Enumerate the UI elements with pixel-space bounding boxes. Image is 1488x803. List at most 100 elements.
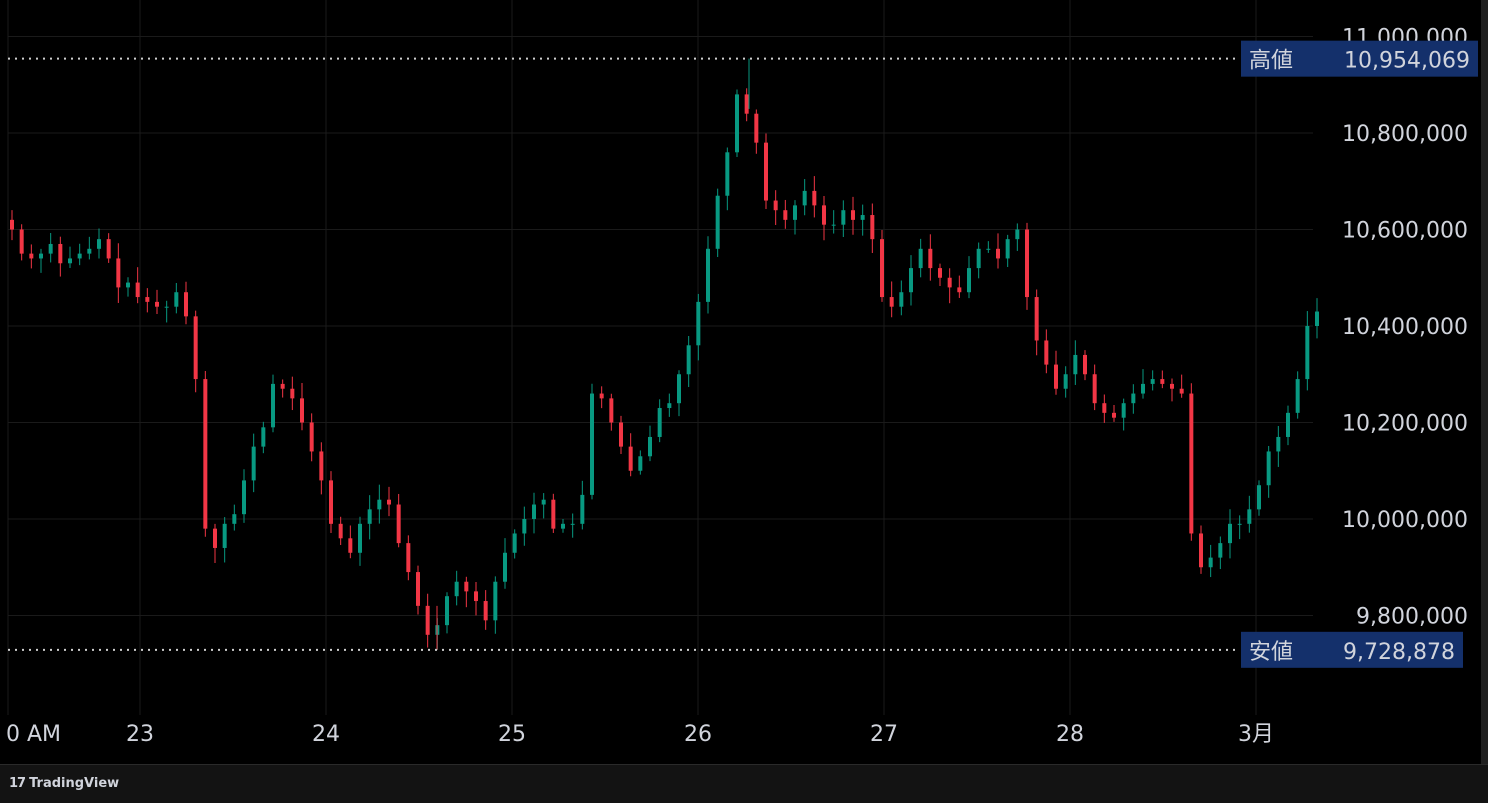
candle-body: [97, 239, 101, 249]
candle-body: [599, 393, 604, 399]
candle-body: [880, 239, 884, 298]
candle-body: [1044, 340, 1049, 365]
candle-body: [570, 523, 575, 525]
candle-body: [638, 456, 643, 471]
y-tick-label: 10,800,000: [1342, 122, 1468, 147]
candle-body: [29, 253, 34, 259]
candle-body: [377, 499, 382, 510]
candle-body: [58, 243, 63, 264]
high-low-lines: [8, 57, 1238, 651]
candle-body: [106, 239, 111, 259]
candle-body: [193, 316, 198, 380]
candle-body: [135, 282, 140, 298]
candle-body: [126, 282, 130, 288]
candle-body: [174, 292, 179, 307]
candle-body: [454, 581, 459, 597]
candle-body: [715, 195, 720, 249]
candle-body: [280, 383, 285, 389]
candle-body: [1121, 403, 1126, 418]
candle-body: [1276, 436, 1281, 452]
candle-body: [164, 306, 169, 308]
candle-body: [300, 398, 304, 423]
candle-body: [396, 504, 401, 544]
candle-body: [1092, 374, 1097, 404]
candle-body: [464, 581, 469, 592]
candle-body: [918, 248, 923, 269]
candle-body: [812, 190, 817, 206]
candle-body: [667, 403, 672, 409]
candle-body: [735, 94, 739, 153]
price-chart[interactable]: 11,000,00010,800,00010,600,00010,400,000…: [0, 0, 1488, 764]
candle-body: [822, 205, 826, 225]
candle-body: [48, 243, 53, 254]
candle-body: [561, 523, 565, 529]
candle-body: [1170, 383, 1174, 389]
candle-body: [802, 190, 807, 206]
candle-body: [87, 248, 92, 254]
candle-body: [754, 113, 759, 143]
candle-body: [1295, 379, 1300, 413]
candle-body: [725, 152, 730, 196]
candle-body: [1179, 388, 1184, 394]
candle-body: [996, 248, 1000, 259]
price-axis: 11,000,00010,800,00010,600,00010,400,000…: [1342, 26, 1468, 630]
candle-body: [1073, 354, 1078, 375]
candle-body: [348, 538, 353, 553]
candle-body: [358, 523, 362, 553]
time-axis: 0 AM 23 24 25 26 27 28 3月: [6, 722, 1274, 747]
candle-body: [783, 210, 788, 220]
x-tick-label: 0 AM: [6, 722, 61, 747]
candle-body: [773, 200, 778, 211]
low-price-label-value: 9,728,878: [1343, 640, 1455, 665]
candle-body: [493, 581, 498, 621]
candle-body: [706, 248, 710, 302]
footer: 17 TradingView: [0, 764, 1488, 803]
candle-body: [928, 248, 933, 269]
candle-body: [744, 94, 749, 114]
candle-body: [77, 253, 82, 259]
candle-body: [261, 427, 266, 447]
candle-body: [1141, 383, 1145, 394]
candle-body: [1286, 412, 1290, 437]
candle-body: [899, 292, 904, 307]
candles: [10, 58, 1319, 650]
y-tick-label: 10,400,000: [1342, 315, 1468, 340]
x-tick-label: 27: [870, 722, 898, 747]
candle-body: [851, 210, 855, 220]
candle-body: [1160, 379, 1165, 384]
candle-body: [271, 383, 275, 428]
candle-body: [957, 287, 962, 293]
tradingview-logo[interactable]: 17 TradingView: [9, 776, 119, 791]
candle-body: [319, 451, 324, 481]
grid-lines: [7, 0, 1313, 715]
candle-body: [242, 480, 246, 515]
candle-body: [184, 292, 188, 317]
candle-body: [1083, 354, 1087, 375]
candle-body: [1150, 379, 1155, 384]
x-tick-label: 26: [684, 722, 712, 747]
x-tick-label: 25: [498, 722, 526, 747]
candle-body: [1257, 485, 1261, 510]
candle-body: [474, 591, 478, 602]
candle-body: [1005, 239, 1010, 259]
candle-body: [522, 519, 527, 534]
candle-body: [1063, 374, 1068, 389]
candle-body: [696, 301, 701, 346]
candle-body: [628, 446, 633, 471]
candle-body: [1247, 509, 1252, 524]
candle-body: [68, 258, 72, 264]
candle-body: [1131, 393, 1136, 404]
candle-body: [1015, 229, 1020, 240]
candle-body: [580, 494, 585, 524]
candle-body: [889, 297, 894, 307]
candle-body: [590, 393, 594, 495]
candle-body: [677, 374, 681, 404]
candle-body: [909, 268, 913, 293]
candle-body: [532, 504, 536, 519]
candle-body: [938, 268, 942, 278]
candle-body: [251, 446, 256, 481]
candle-body: [155, 301, 159, 307]
candle-body: [512, 533, 517, 553]
candle-body: [222, 523, 227, 548]
high-price-label-title: 高値: [1249, 49, 1293, 74]
